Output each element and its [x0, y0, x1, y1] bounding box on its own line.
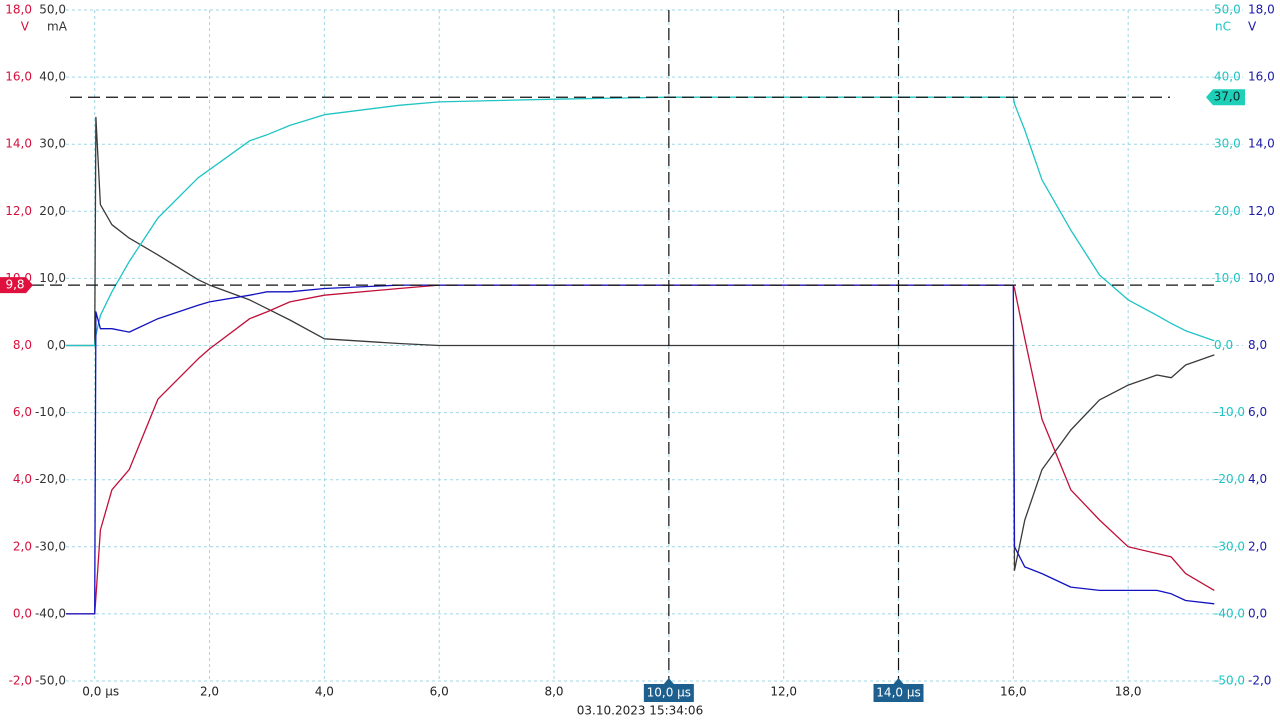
- y-tick-label: 12,0: [5, 204, 32, 218]
- x-tick-label: 16,0: [1000, 685, 1027, 699]
- y-tick-label: 6,0: [1248, 405, 1267, 419]
- y-tick-label: 0,0: [13, 606, 32, 620]
- cursor-label: 14,0 µs: [876, 686, 920, 700]
- y-tick-label: 20,0: [1214, 204, 1241, 218]
- y-tick-label: -2,0: [1248, 674, 1271, 688]
- y-tick-label: 10,0: [39, 271, 66, 285]
- y-tick-label: 4,0: [1248, 472, 1267, 486]
- y-tick-label: 6,0: [13, 405, 32, 419]
- cursor-label: 9,8: [5, 278, 24, 292]
- y-tick-label: 40,0: [1214, 70, 1241, 84]
- x-tick-label: 18,0: [1115, 685, 1142, 699]
- x-tick-label: 4,0: [315, 685, 334, 699]
- cursor-tag: [873, 678, 924, 702]
- cursor-tag: [1206, 89, 1245, 106]
- axis-unit: V: [21, 20, 30, 34]
- y-tick-label: 10,0: [1248, 271, 1275, 285]
- y-tick-label: 8,0: [13, 338, 32, 352]
- y-tick-label: -2,0: [9, 674, 32, 688]
- y-tick-label: 14,0: [5, 137, 32, 151]
- x-tick-label: 2,0: [200, 685, 219, 699]
- y-tick-label: 16,0: [5, 70, 32, 84]
- y-tick-label: -10,0: [35, 405, 66, 419]
- y-tick-label: 50,0: [39, 3, 66, 17]
- y-tick-label: -40,0: [35, 606, 66, 620]
- y-tick-label: 18,0: [5, 3, 32, 17]
- axis-unit: nC: [1215, 20, 1231, 34]
- x-tick-label: 0,0 µs: [82, 685, 119, 699]
- cursor-tag: [643, 678, 694, 702]
- cursor-label: 10,0 µs: [647, 686, 691, 700]
- x-tick-label: 12,0: [770, 685, 797, 699]
- y-tick-label: 14,0: [1248, 137, 1275, 151]
- timestamp: 03.10.2023 15:34:06: [577, 704, 703, 718]
- y-tick-label: 40,0: [39, 70, 66, 84]
- y-tick-label: 8,0: [1248, 338, 1267, 352]
- y-tick-label: -40,0: [1214, 606, 1245, 620]
- y-tick-label: -20,0: [1214, 472, 1245, 486]
- y-tick-label: 30,0: [39, 137, 66, 151]
- axis-unit: V: [1248, 20, 1257, 34]
- y-tick-label: 4,0: [13, 472, 32, 486]
- trace: [66, 116, 1215, 571]
- y-tick-label: -20,0: [35, 472, 66, 486]
- axis-unit: mA: [47, 20, 68, 34]
- cursor-label: 37,0: [1214, 90, 1241, 104]
- x-tick-label: 8,0: [544, 685, 563, 699]
- y-tick-label: 12,0: [1248, 204, 1275, 218]
- y-tick-label: -30,0: [1214, 539, 1245, 553]
- y-tick-label: 0,0: [47, 338, 66, 352]
- y-tick-label: 10,0: [1214, 271, 1241, 285]
- y-tick-label: 0,0: [1248, 606, 1267, 620]
- y-tick-label: 20,0: [39, 204, 66, 218]
- y-tick-label: -10,0: [1214, 405, 1245, 419]
- y-tick-label: 18,0: [1248, 3, 1275, 17]
- cursor-tag: [0, 277, 33, 294]
- y-tick-label: 2,0: [1248, 539, 1267, 553]
- y-tick-label: 0,0: [1214, 338, 1233, 352]
- y-tick-label: -50,0: [1214, 674, 1245, 688]
- trace: [66, 284, 1215, 615]
- y-tick-label: 50,0: [1214, 3, 1241, 17]
- y-tick-label: 16,0: [1248, 70, 1275, 84]
- x-tick-label: 6,0: [430, 685, 449, 699]
- y-tick-label: -50,0: [35, 674, 66, 688]
- y-tick-label: 2,0: [13, 539, 32, 553]
- y-tick-label: 30,0: [1214, 137, 1241, 151]
- trace: [66, 96, 1215, 347]
- y-tick-label: -30,0: [35, 539, 66, 553]
